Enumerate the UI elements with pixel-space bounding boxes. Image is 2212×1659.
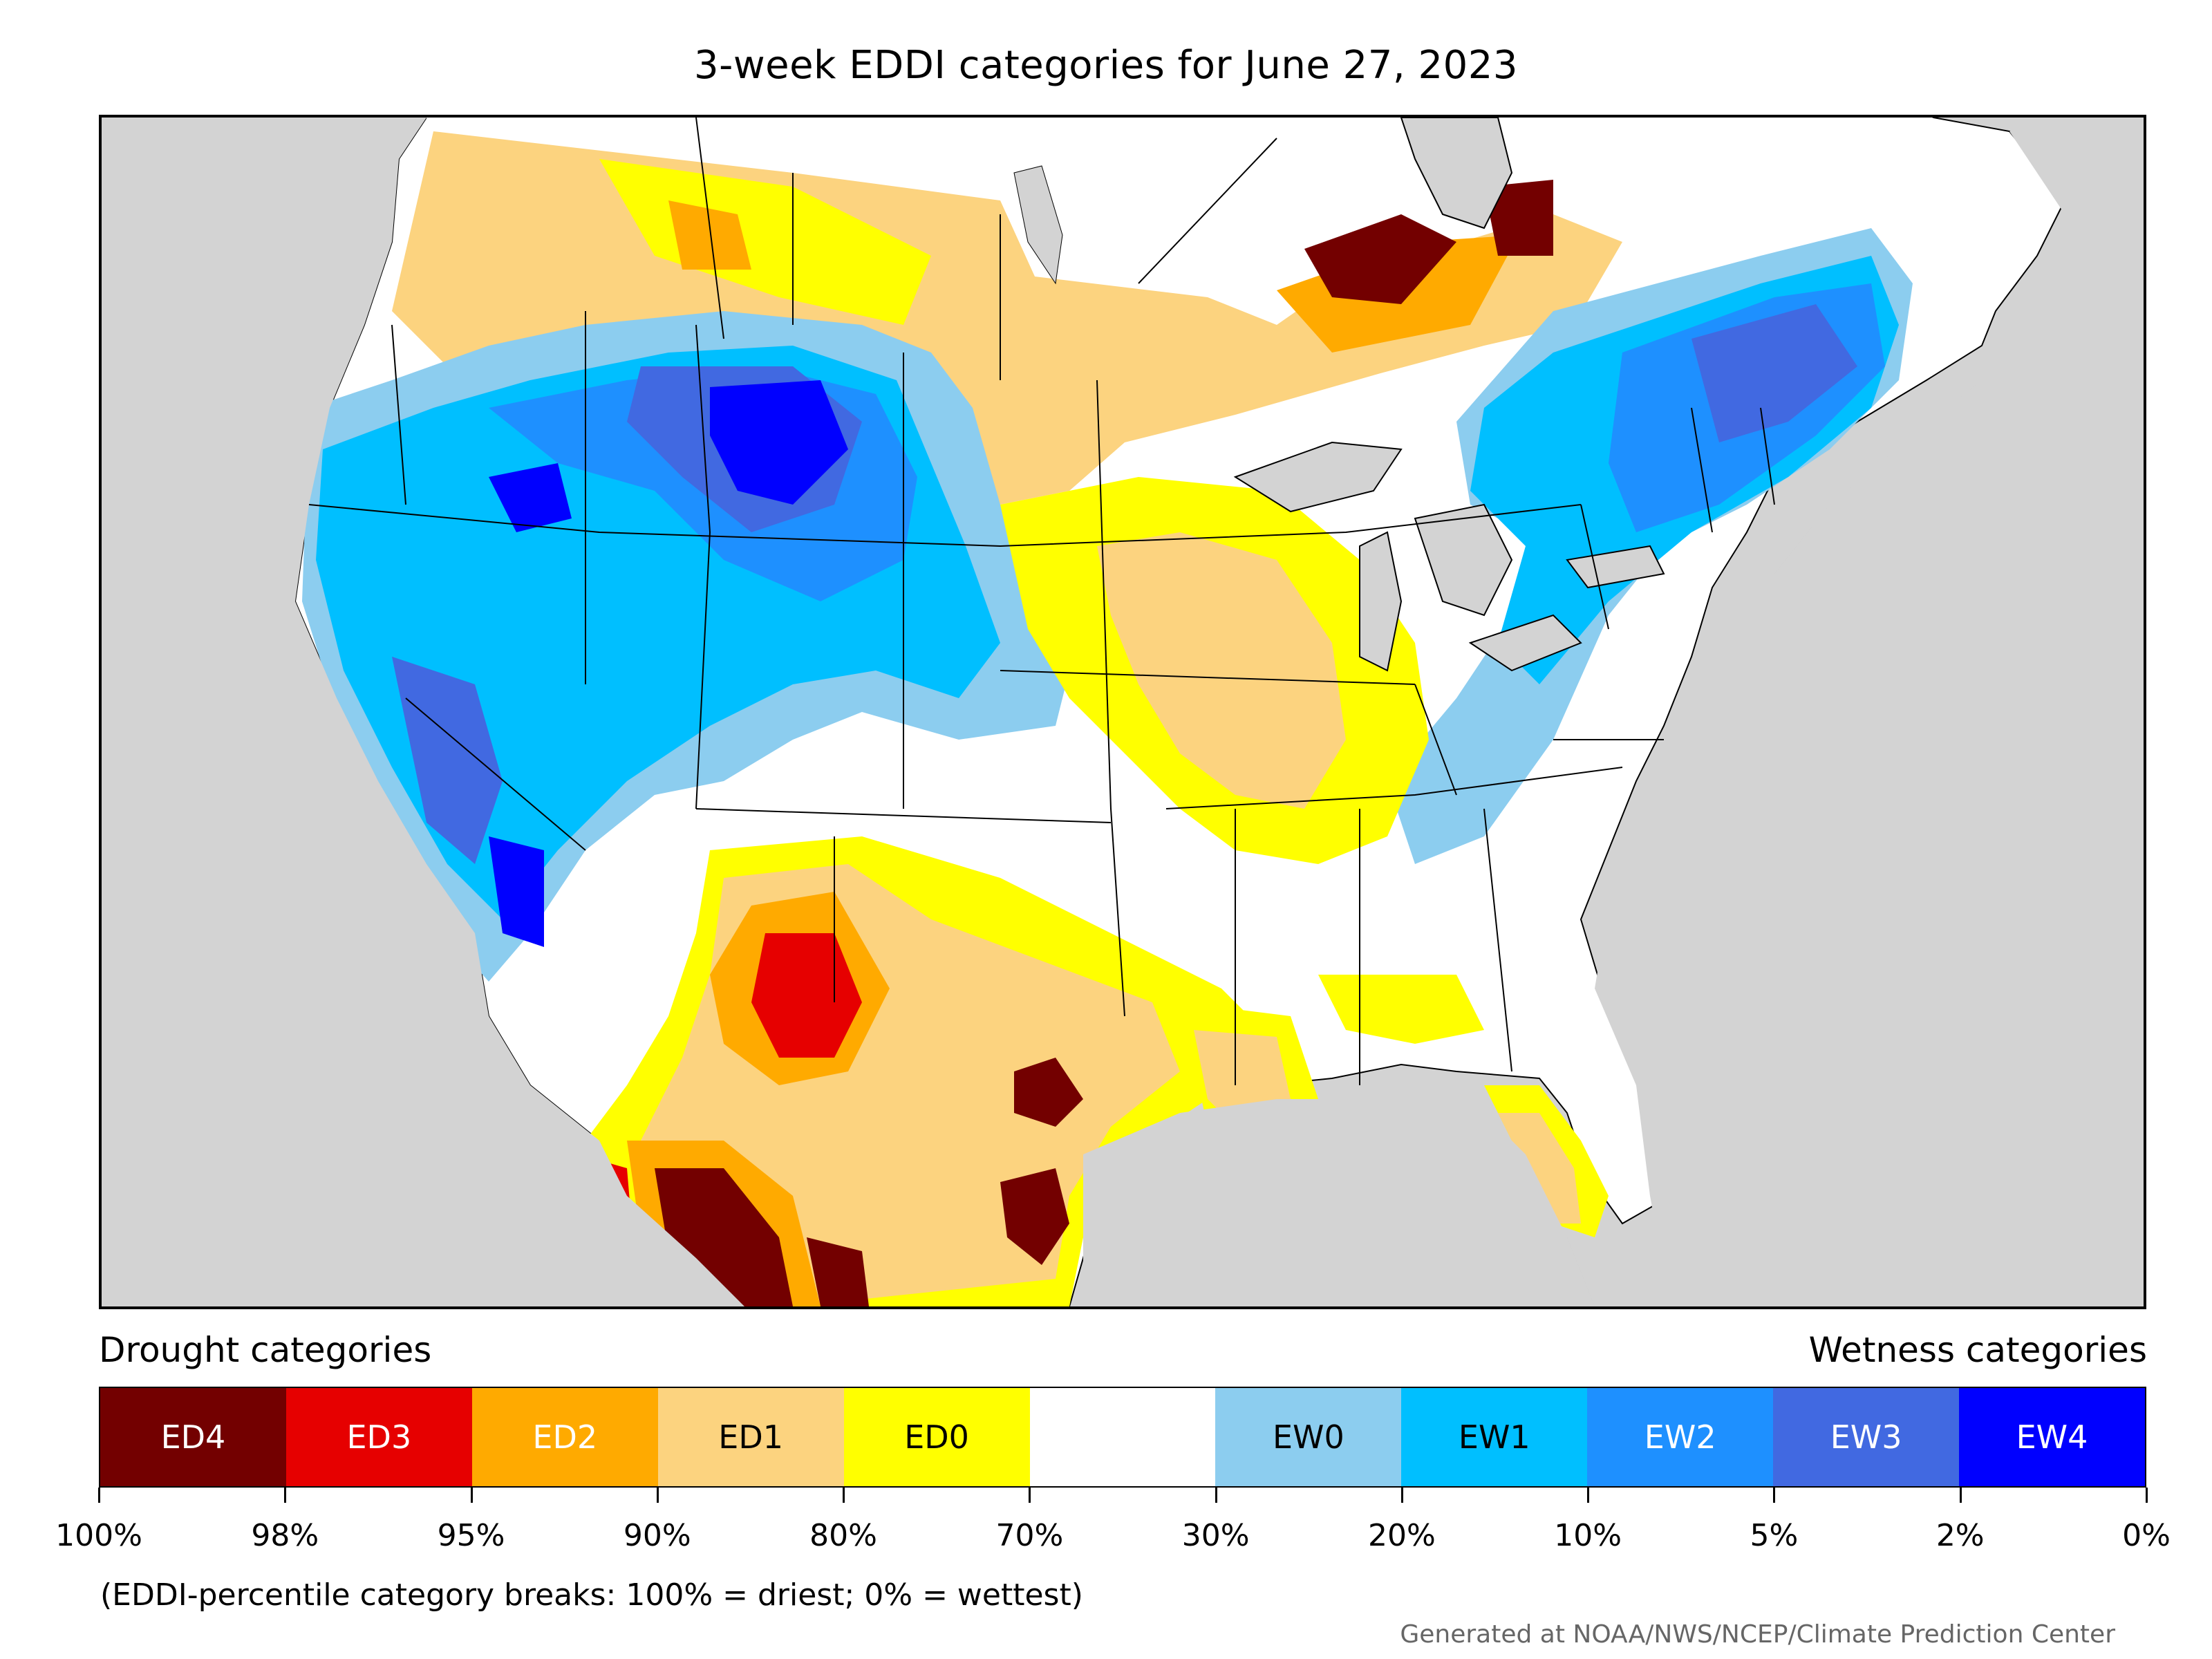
colorbar-cell-ew2: EW2 xyxy=(1587,1388,1774,1486)
colorbar-tick xyxy=(656,1488,659,1503)
west-wet-regions xyxy=(302,311,1069,982)
percentile-note: (EDDI-percentile category breaks: 100% =… xyxy=(100,1577,1083,1613)
colorbar-tick xyxy=(1215,1488,1217,1503)
canada-white-band xyxy=(427,118,1933,221)
drought-categories-label: Drought categories xyxy=(99,1330,432,1370)
great-lakes xyxy=(1233,441,1665,672)
colorbar-cell-ew0: EW0 xyxy=(1215,1388,1402,1486)
gulf-of-mexico xyxy=(1083,1085,1595,1306)
colorbar-tick-label: 2% xyxy=(1936,1518,1985,1553)
colorbar-tick xyxy=(1029,1488,1031,1503)
colorbar-cell-normal xyxy=(1029,1388,1216,1486)
colorbar-tick-label: 0% xyxy=(2122,1518,2171,1553)
colorbar-tick-label: 80% xyxy=(809,1518,877,1553)
colorbar-tick xyxy=(1587,1488,1590,1503)
colorbar-tick xyxy=(843,1488,845,1503)
atlantic-ocean xyxy=(1595,118,2144,1306)
colorbar-tick-label: 10% xyxy=(1554,1518,1622,1553)
colorbar-cell-ew3: EW3 xyxy=(1773,1388,1960,1486)
colorbar-cell-ed3: ED3 xyxy=(285,1388,472,1486)
colorbar-tick xyxy=(2146,1488,2148,1503)
state-boundaries xyxy=(308,118,1775,1085)
colorbar-cell-ed1: ED1 xyxy=(657,1388,844,1486)
james-bay xyxy=(1400,118,1513,229)
colorbar-tick-label: 98% xyxy=(251,1518,319,1553)
colorbar-tick-label: 20% xyxy=(1368,1518,1436,1553)
credit-line: Generated at NOAA/NWS/NCEP/Climate Predi… xyxy=(1400,1620,2115,1649)
colorbar-tick-label: 100% xyxy=(55,1518,142,1553)
colorbar-cell-ew4: EW4 xyxy=(1959,1388,2145,1486)
wetness-categories-label: Wetness categories xyxy=(1808,1330,2147,1370)
eddi-map xyxy=(99,115,2146,1309)
colorbar-tick xyxy=(470,1488,473,1503)
pacific-ocean xyxy=(102,118,744,1306)
colorbar-cell-ed4: ED4 xyxy=(100,1388,286,1486)
colorbar-tick xyxy=(1773,1488,1776,1503)
colorbar-tick-label: 30% xyxy=(1181,1518,1250,1553)
colorbar-tick xyxy=(1400,1488,1403,1503)
lake-winnipeg xyxy=(1013,165,1063,285)
colorbar-tick-label: 70% xyxy=(995,1518,1064,1553)
colorbar-cell-ew1: EW1 xyxy=(1401,1388,1588,1486)
colorbar-cell-ed2: ED2 xyxy=(471,1388,658,1486)
colorbar-tick-label: 5% xyxy=(1750,1518,1799,1553)
colorbar-tick-label: 95% xyxy=(437,1518,505,1553)
colorbar-tick xyxy=(284,1488,287,1503)
colorbar-tick-label: 90% xyxy=(623,1518,691,1553)
central-drought-regions xyxy=(1000,477,1429,864)
colorbar-tick xyxy=(1959,1488,1962,1503)
colorbar-ticks xyxy=(98,1488,2148,1504)
colorbar-cell-ed0: ED0 xyxy=(843,1388,1030,1486)
map-title: 3-week EDDI categories for June 27, 2023 xyxy=(694,43,1518,88)
eddi-map-graphic xyxy=(102,118,2144,1306)
category-colorbar: ED4 ED3 ED2 ED1 ED0 EW0 EW1 EW2 EW3 EW4 xyxy=(99,1387,2146,1488)
colorbar-tick xyxy=(98,1488,100,1503)
